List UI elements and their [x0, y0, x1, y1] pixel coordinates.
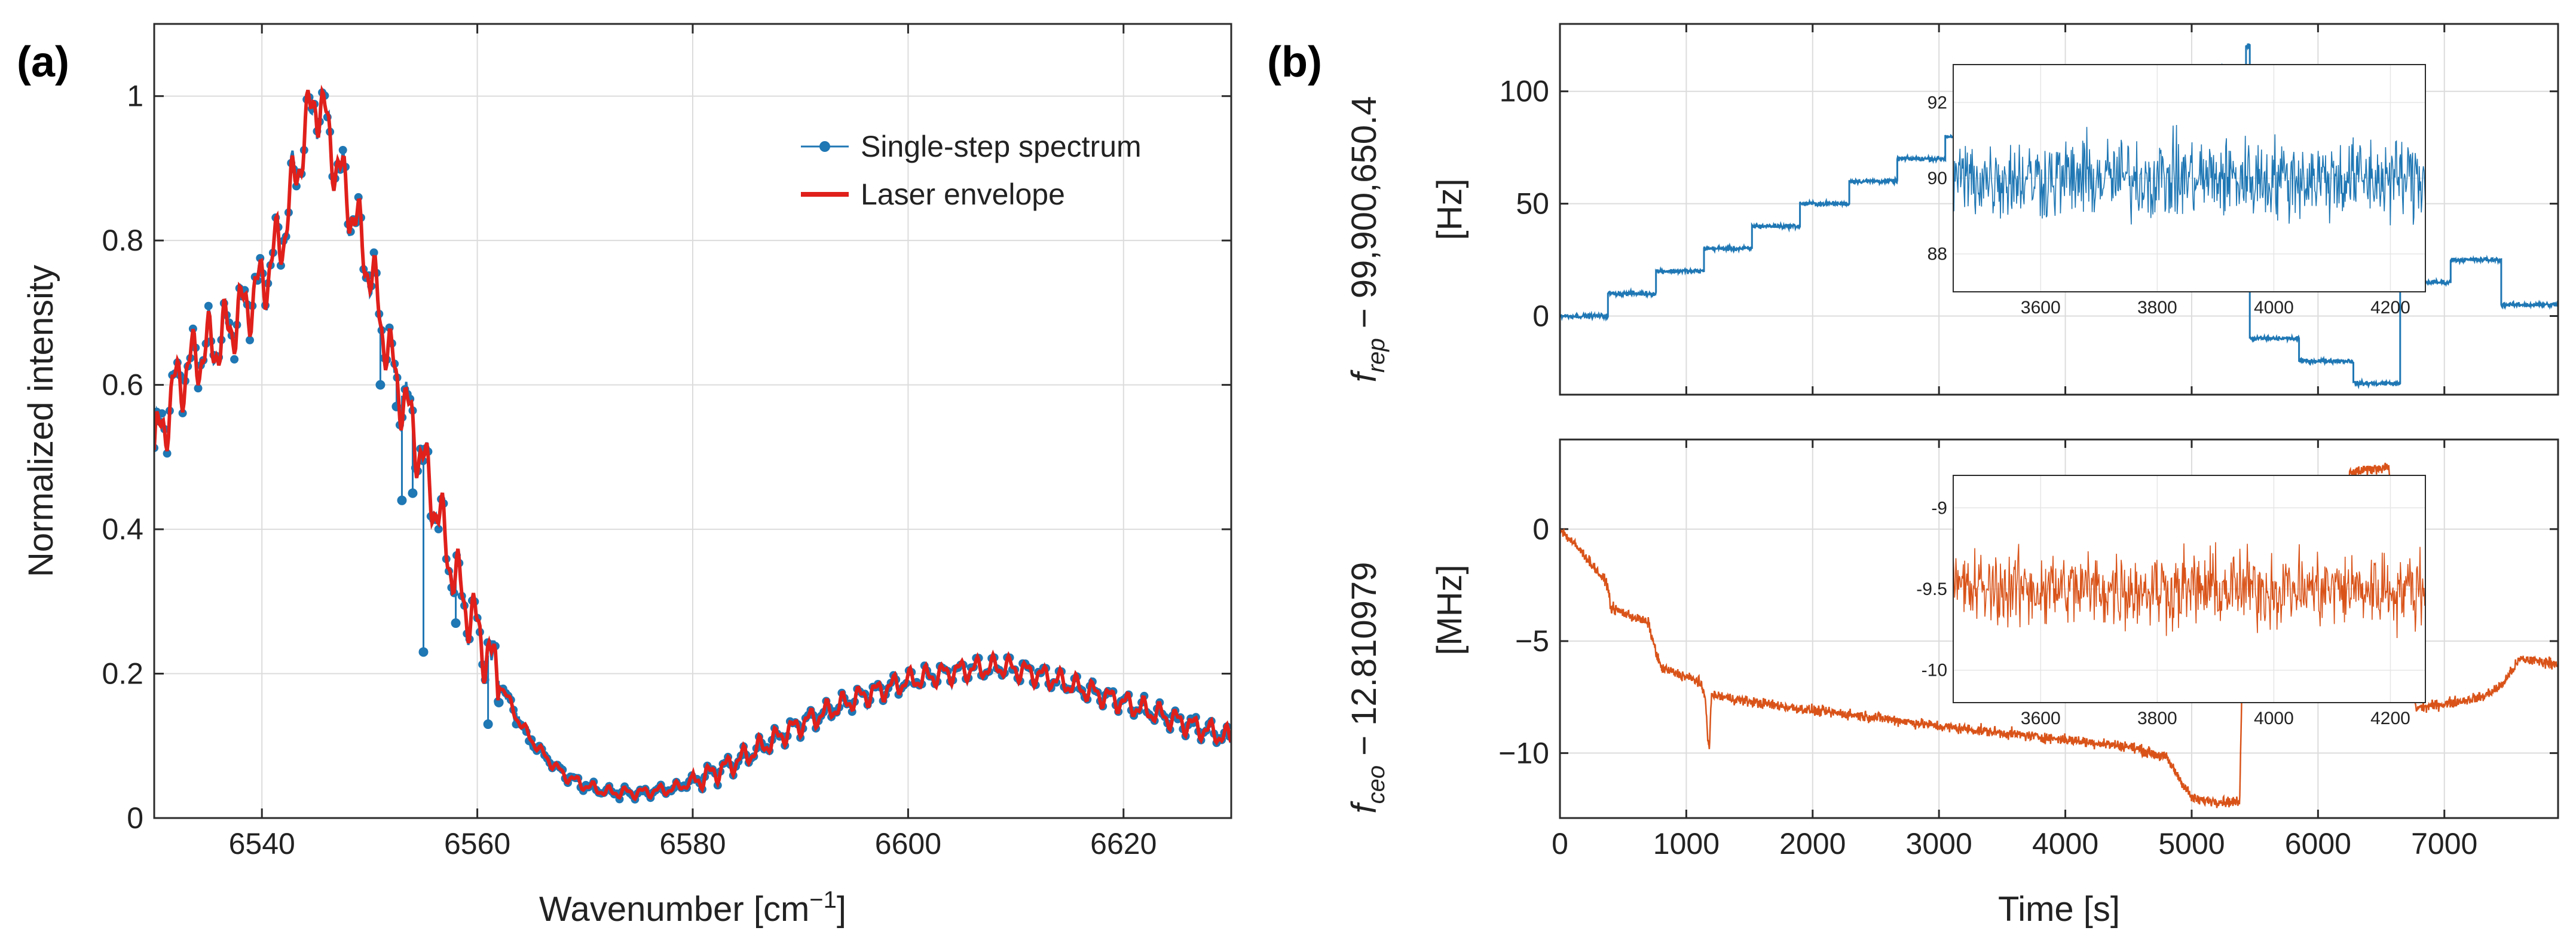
tick-label-x: 6620	[1090, 827, 1157, 860]
inset-tick-label-y: -9.5	[1916, 579, 1947, 599]
spectrum-point	[246, 335, 254, 344]
chart-a-ylabel: Normalized intensity	[22, 265, 60, 577]
inset-frame	[1953, 475, 2426, 703]
inset-tick-label-x: 4000	[2254, 298, 2294, 318]
spectrum-point	[178, 408, 187, 417]
outlier-point	[397, 495, 407, 505]
outlier-point	[408, 488, 418, 498]
inset-tick-label-y: -9	[1931, 498, 1947, 518]
single-step-spectrum-markers	[154, 88, 1231, 804]
inset-tick-label-x: 4000	[2254, 709, 2294, 728]
tick-label-y: 1	[127, 80, 143, 113]
tick-label-x: 6000	[2285, 827, 2351, 860]
chart-b-bottom: 0 1000 2000 3000 4000 5000 6000 7000 0 −5 −10 3600…	[1498, 438, 2559, 929]
legend-blue-marker	[819, 141, 830, 152]
tick-label-x: 7000	[2411, 827, 2477, 860]
chart-b-top-inset: 3600 3800 4000 4200 88 90 92	[1928, 64, 2426, 318]
spectrum-point	[194, 384, 203, 393]
inset-trace	[1953, 542, 2426, 639]
outlier-point	[375, 380, 386, 390]
chart-b-bottom-inset: 3600 3800 4000 4200 -9 -9.5 -10	[1916, 475, 2426, 728]
tick-label-y: 0	[1532, 299, 1549, 332]
spectrum-point	[163, 449, 172, 458]
inset-tick-label-y: 90	[1928, 169, 1947, 188]
legend-laser-envelope: Laser envelope	[861, 178, 1065, 211]
chart-b-xlabel: Time [s]	[1998, 890, 2120, 929]
tick-label-x: 6580	[659, 827, 726, 860]
outlier-point	[451, 618, 461, 628]
frep-rest: − 99,900,650.4	[1345, 96, 1384, 338]
tick-label-y: 0.4	[102, 512, 143, 546]
chart-a-frame	[153, 23, 1232, 819]
fceo-sub: ceo	[1363, 765, 1390, 804]
tick-label-x: 6600	[875, 827, 941, 860]
laser-envelope-line	[154, 84, 1231, 802]
chart-a: 6540 6560 6580 6600 6620 0 0.2 0.4 0.6 0.8 1 Singl…	[22, 23, 1232, 929]
chart-b-top-ylabel: frep − 99,900,650.4	[1345, 96, 1390, 383]
tick-label-x: 0	[1552, 827, 1568, 860]
chart-b-bottom-ticks: 0 1000 2000 3000 4000 5000 6000 7000 0 −5 −10	[1498, 440, 2558, 860]
inset-tick-label-y: 88	[1928, 245, 1947, 264]
spectrum-point	[230, 355, 239, 364]
tick-label-y: 0.6	[102, 368, 143, 402]
tick-label-y: −5	[1515, 624, 1549, 658]
tick-label-y: 0.2	[102, 657, 143, 691]
xlabel-main: Wavenumber [cm	[539, 890, 809, 929]
spectrum-point	[338, 146, 347, 154]
chart-b-top-frame	[1559, 23, 2559, 396]
spectrum-point	[369, 248, 378, 257]
chart-b-bottom-frame	[1559, 438, 2559, 819]
xlabel-close: ]	[837, 890, 846, 929]
chart-b-top: 0 50 100 3600 3800 4000 4200 88 90 92	[1500, 23, 2559, 396]
inset-tick-label-x: 3800	[2137, 709, 2177, 728]
tick-label-x: 6540	[229, 827, 295, 860]
inset-tick-label-x: 3800	[2137, 298, 2177, 318]
tick-label-y: 50	[1516, 187, 1549, 221]
chart-b-top-ticks: 0 50 100	[1500, 24, 2558, 395]
xlabel-sup: −1	[809, 887, 837, 913]
inset-tick-label-x: 3600	[2021, 709, 2061, 728]
tick-label-x: 3000	[1906, 827, 1972, 860]
chart-a-ticks: 6540 6560 6580 6600 6620 0 0.2 0.4 0.6 0.8 1	[102, 24, 1231, 860]
tick-label-y: 0.8	[102, 224, 143, 257]
inset-tick-label-x: 4200	[2370, 298, 2410, 318]
tick-label-x: 1000	[1653, 827, 1720, 860]
outlier-point	[418, 647, 429, 657]
tick-label-x: 6560	[444, 827, 510, 860]
inset-tick-label-x: 4200	[2370, 709, 2410, 728]
legend-single-step: Single-step spectrum	[861, 130, 1142, 163]
tick-label-x: 4000	[2032, 827, 2098, 860]
chart-b-bottom-ylabel: fceo − 12.810979	[1345, 562, 1390, 814]
tick-label-y: 0	[1532, 512, 1549, 546]
chart-b-bottom-ylabel-unit: [MHz]	[1430, 564, 1469, 655]
inset-tick-label-x: 3600	[2021, 298, 2061, 318]
outlier-point	[483, 719, 493, 730]
inset-tick-label-y: 92	[1928, 93, 1947, 112]
chart-b-ylabels: frep − 99,900,650.4 [Hz] fceo − 12.81097…	[1345, 96, 1469, 814]
inset-tick-label-y: -10	[1922, 661, 1947, 680]
chart-a-legend: Single-step spectrum Laser envelope	[801, 130, 1142, 211]
panel-label-a: (a)	[17, 38, 69, 86]
chart-a-data	[154, 84, 1231, 804]
inset-frame	[1953, 64, 2426, 292]
fceo-rest: − 12.810979	[1345, 562, 1384, 765]
tick-label-x: 2000	[1779, 827, 1846, 860]
tick-label-y: 100	[1500, 75, 1549, 108]
tick-label-y: 0	[127, 801, 143, 835]
frep-sub: rep	[1363, 338, 1390, 373]
tick-label-y: −10	[1498, 736, 1549, 770]
tick-label-x: 5000	[2158, 827, 2225, 860]
chart-a-xlabel: Wavenumber [cm−1]	[539, 887, 846, 929]
inset-trace	[1953, 124, 2426, 225]
spectrum-point	[204, 301, 213, 310]
chart-b-top-ylabel-unit: [Hz]	[1430, 178, 1469, 240]
panel-label-b: (b)	[1267, 38, 1322, 86]
spectrum-point	[434, 524, 443, 533]
